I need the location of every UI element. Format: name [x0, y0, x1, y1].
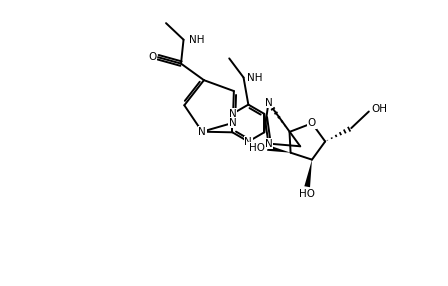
Text: O: O	[308, 118, 316, 128]
Text: N: N	[245, 137, 252, 146]
Text: HO: HO	[249, 143, 265, 153]
Text: HO: HO	[299, 189, 315, 199]
Polygon shape	[267, 145, 291, 153]
Text: N: N	[198, 127, 206, 137]
Polygon shape	[304, 160, 312, 187]
Text: O: O	[149, 52, 157, 62]
Text: NH: NH	[189, 35, 204, 45]
Text: N: N	[265, 139, 272, 149]
Text: N: N	[265, 98, 272, 108]
Text: OH: OH	[371, 104, 387, 114]
Text: N: N	[229, 118, 237, 128]
Text: N: N	[228, 109, 236, 119]
Text: NH: NH	[247, 73, 262, 83]
